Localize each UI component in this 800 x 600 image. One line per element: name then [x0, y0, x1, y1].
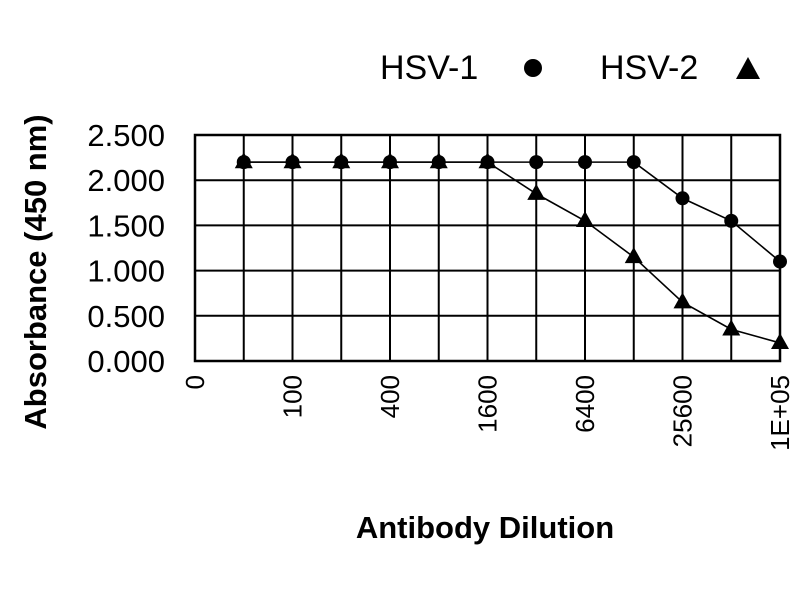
data-point-triangle [673, 292, 692, 309]
x-tick-label: 6400 [570, 375, 600, 433]
data-point-circle [529, 155, 544, 170]
legend: HSV-1 HSV-2 [380, 49, 760, 87]
x-tick-label: 1600 [473, 375, 503, 433]
data-point-circle [724, 213, 739, 228]
data-point-triangle [722, 319, 741, 336]
data-point-circle [578, 155, 592, 170]
y-axis-title: Absorbance (450 nm) [18, 114, 53, 429]
data-point-circle [773, 254, 787, 269]
data-point-triangle [429, 152, 448, 169]
x-tick-label: 0 [180, 375, 210, 389]
series-line-2 [243, 161, 781, 344]
x-tick-label: 25600 [668, 375, 698, 447]
plot-frame [193, 133, 782, 363]
data-point-triangle [332, 152, 351, 169]
y-tick-label: 0.500 [87, 299, 165, 334]
x-axis-tick-labels: 0 100 400 1600 6400 25600 1E+05 [180, 375, 795, 451]
y-axis-tick-labels: 0.000 0.500 1.000 1.500 2.000 2.500 [87, 118, 165, 379]
data-point-circle [626, 155, 641, 170]
y-tick-label: 1.000 [87, 254, 165, 289]
y-tick-label: 2.500 [87, 118, 165, 153]
y-tick-label: 2.000 [87, 163, 165, 198]
y-tick-label: 0.000 [87, 344, 165, 379]
data-point-triangle [381, 152, 399, 169]
data-point-triangle [624, 247, 643, 264]
legend-label-hsv1: HSV-1 [380, 49, 478, 87]
x-tick-label: 400 [375, 375, 405, 418]
data-point-triangle [283, 152, 302, 169]
data-point-circle [675, 191, 690, 206]
legend-label-hsv2: HSV-2 [600, 49, 698, 87]
legend-marker-circle-icon [524, 59, 542, 77]
plot-area [193, 133, 789, 363]
data-point-triangle [234, 152, 253, 169]
x-tick-label: 100 [278, 375, 308, 418]
data-point-triangle [527, 183, 546, 200]
y-tick-label: 1.500 [87, 208, 165, 243]
series-layer [234, 152, 789, 349]
data-point-triangle [478, 152, 497, 169]
data-point-triangle [771, 333, 789, 349]
x-tick-label: 1E+05 [765, 375, 795, 451]
data-point-triangle [576, 210, 594, 227]
legend-marker-triangle-icon [736, 57, 760, 79]
x-axis-title: Antibody Dilution [356, 510, 614, 545]
